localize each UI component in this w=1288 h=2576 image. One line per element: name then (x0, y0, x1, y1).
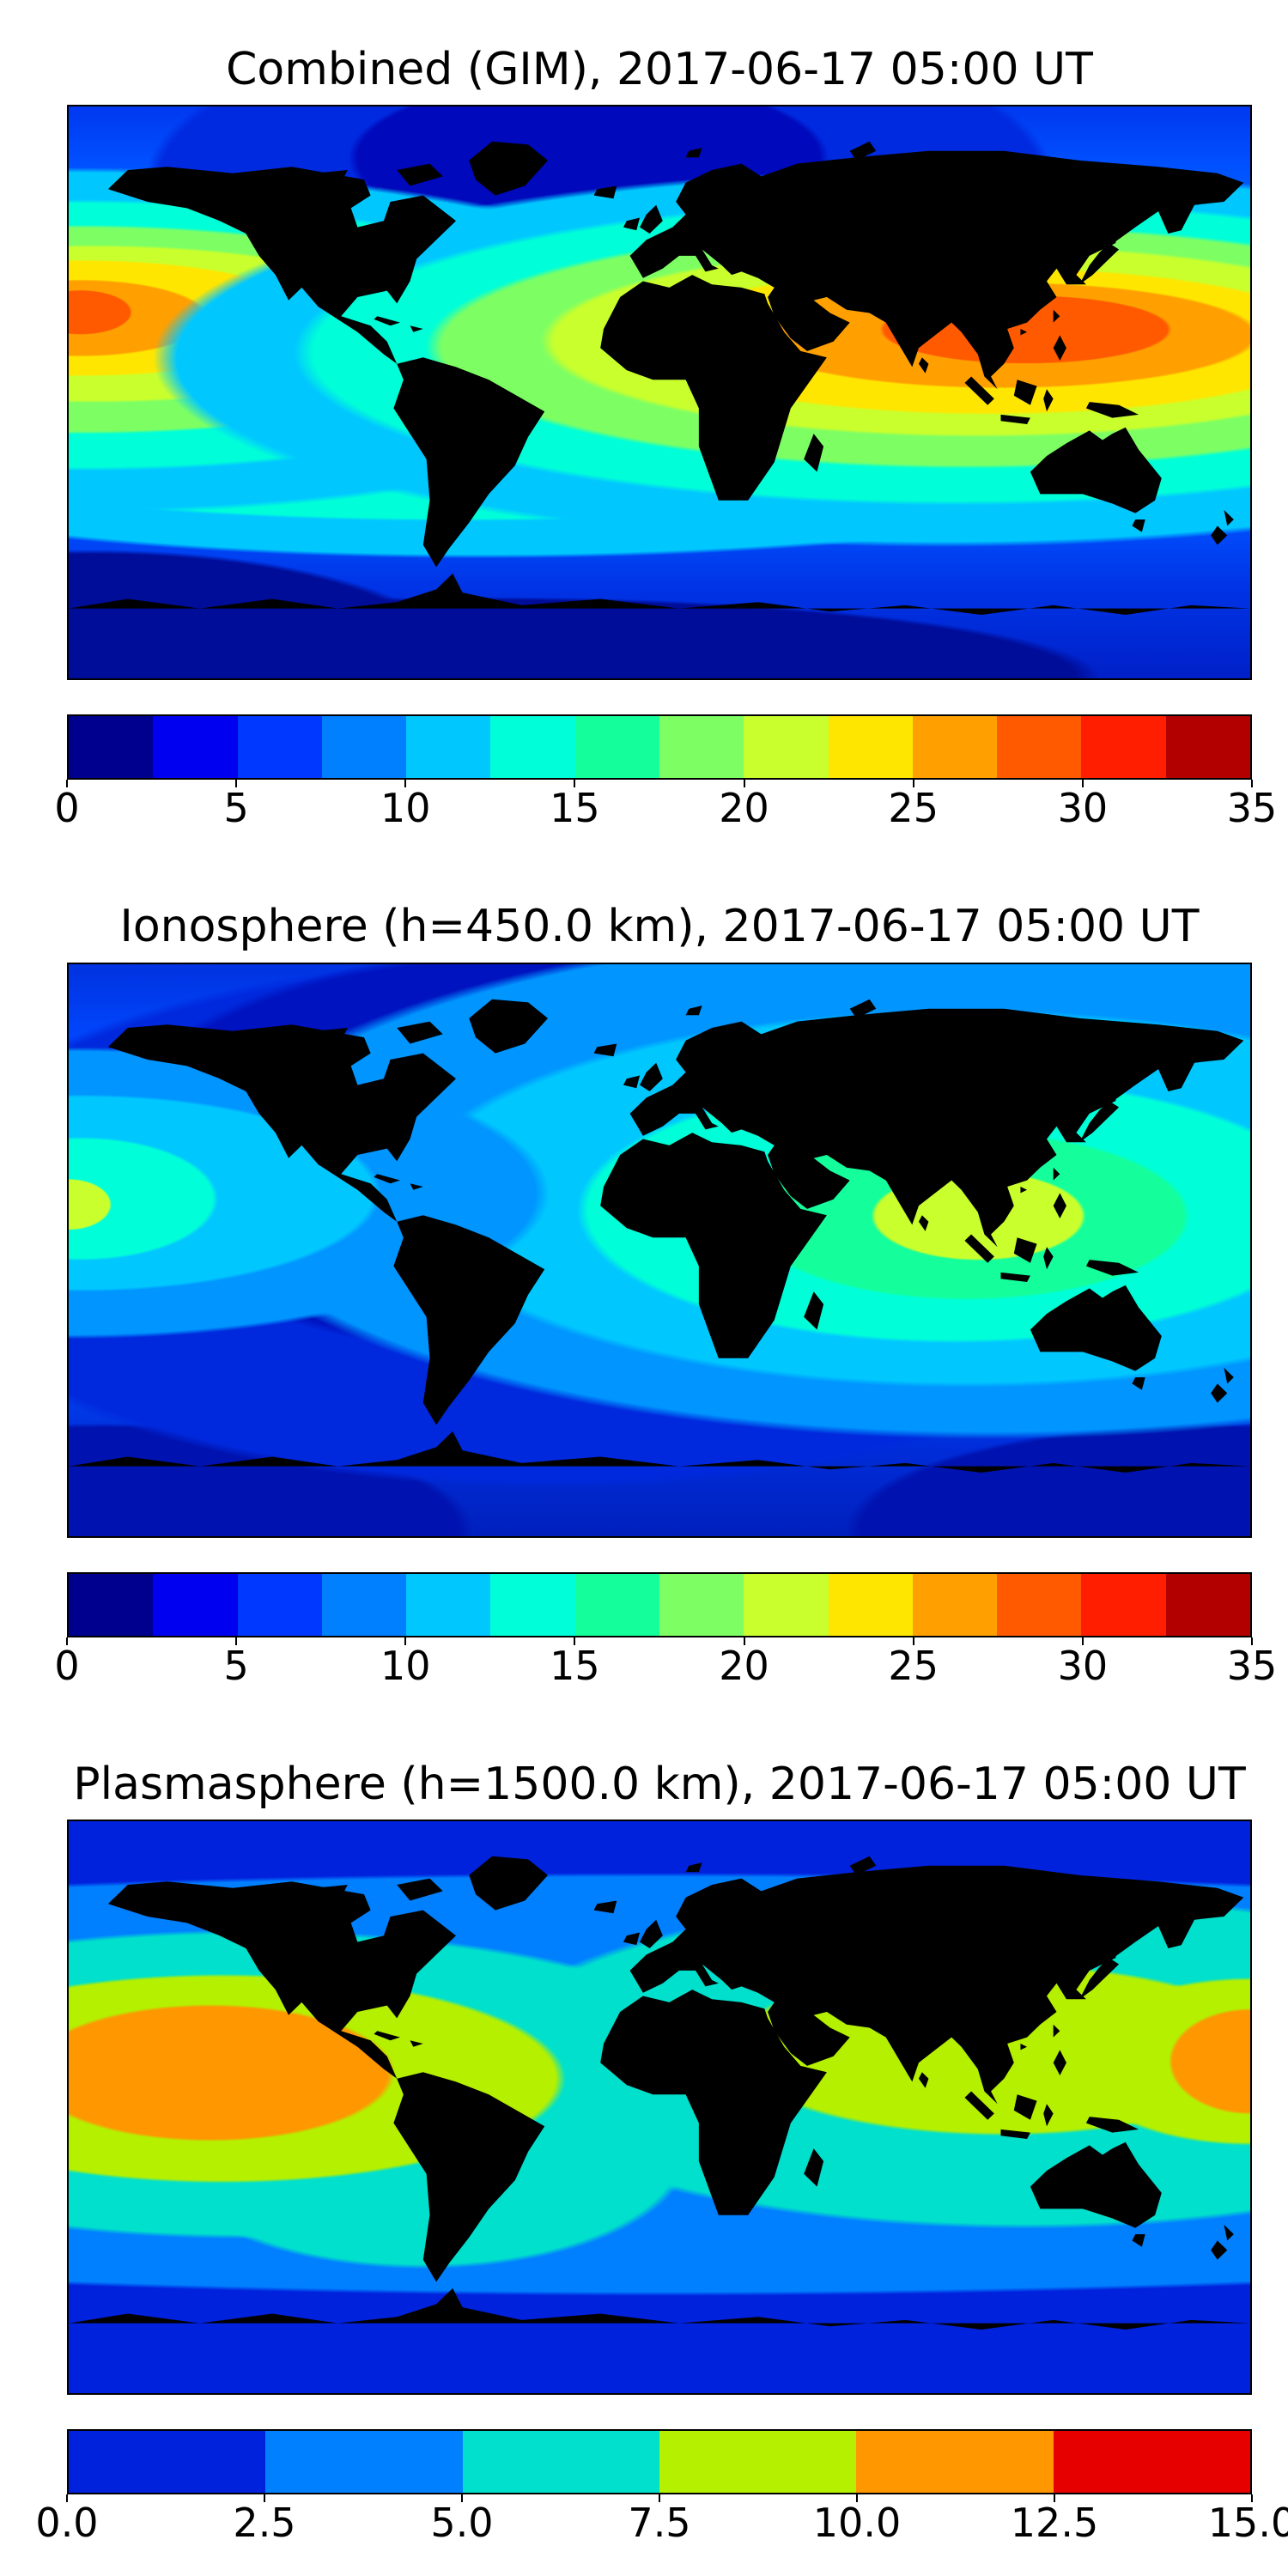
colorbar-segment (659, 1573, 744, 1636)
colorbar-tick-label: 5.0 (430, 2500, 494, 2547)
colorbar-tickmark (235, 780, 238, 788)
colorbar-segment (997, 1573, 1082, 1636)
colorbar-tickmark (912, 780, 914, 788)
colorbar-segment (574, 716, 659, 779)
colorbar-segment (1165, 1573, 1250, 1636)
map-combined (67, 105, 1252, 681)
panel-plasmasphere: Plasmasphere (h=1500.0 km), 2017-06-17 0… (0, 1698, 1288, 2555)
colorbar-segment (856, 2431, 1054, 2494)
colorbar-segment (237, 1573, 322, 1636)
colorbar-tick-label: 2.5 (233, 2500, 296, 2547)
colorbar-tick-label: 30 (1057, 1642, 1109, 1689)
colorbar-segment (237, 716, 322, 779)
map-plasmasphere (67, 1820, 1252, 2396)
colorbar-segment (744, 716, 829, 779)
colorbar-tick-label: 35 (1226, 785, 1278, 832)
colorbar-segment (997, 716, 1082, 779)
colorbar-segment (574, 1573, 659, 1636)
colorbar-segment (659, 2431, 857, 2494)
colorbar-segment (69, 1573, 154, 1636)
colorbar-tickmark (1081, 1637, 1084, 1645)
colorbar-tickmark (66, 780, 68, 788)
colorbar-ticks-combined: 0 5 10 15 20 25 30 35 (54, 780, 1277, 840)
colorbar-segment (828, 716, 913, 779)
colorbar-tickmark (1054, 2494, 1055, 2503)
colorbar-tickmark (1081, 780, 1084, 788)
colorbar-segment (659, 716, 744, 779)
colorbar-segment (69, 716, 154, 779)
colorbar-segment (153, 716, 238, 779)
colorbar-tick-label: 0 (54, 1642, 80, 1689)
colorbar-tick-label: 10 (380, 785, 431, 832)
colorbar-tick-label: 15 (550, 1642, 600, 1689)
colorbar-tick-label: 15 (550, 785, 600, 832)
colorbar-tick-label: 5 (223, 785, 249, 832)
colorbar-segment (1081, 716, 1166, 779)
colorbar-tickmark (461, 2494, 463, 2503)
panel-combined: Combined (GIM), 2017-06-17 05:00 UT 0 5 10… (0, 0, 1288, 840)
panel-title-combined: Combined (GIM), 2017-06-17 05:00 UT (226, 44, 1093, 95)
world-coastlines-overlay (69, 999, 1250, 1473)
colorbar-tickmark (1251, 1637, 1253, 1645)
colorbar-tickmark (1251, 2494, 1253, 2503)
panel-title-plasmasphere: Plasmasphere (h=1500.0 km), 2017-06-17 0… (73, 1758, 1246, 1810)
colorbar-tickmark (66, 2494, 68, 2503)
colorbar-ticks-ionosphere: 0 5 10 15 20 25 30 35 (54, 1637, 1277, 1698)
colorbar-segment (1053, 2431, 1250, 2494)
colorbar-tick-label: 35 (1226, 1642, 1278, 1689)
colorbar-tick-label: 5 (223, 1642, 249, 1689)
colorbar-tick-label: 25 (888, 785, 939, 832)
colorbar-segment (1165, 716, 1250, 779)
colorbar-tickmark (912, 1637, 914, 1645)
colorbar-segment (69, 2431, 266, 2494)
colorbar-segment (912, 716, 998, 779)
colorbar-tickmark (574, 780, 576, 788)
colorbar-tick-label: 0.0 (35, 2500, 99, 2547)
colorbar-tick-label: 7.5 (628, 2500, 691, 2547)
colorbar-tickmark (404, 1637, 407, 1645)
colorbar-plasmasphere (67, 2429, 1252, 2495)
colorbar-tickmark (743, 1637, 745, 1645)
colorbar-segment (490, 716, 575, 779)
colorbar-segment (321, 716, 407, 779)
colorbar-tickmark (659, 2494, 660, 2503)
panel-title-ionosphere: Ionosphere (h=450.0 km), 2017-06-17 05:0… (119, 901, 1200, 953)
colorbar-segment (912, 1573, 998, 1636)
colorbar-tick-label: 25 (888, 1642, 939, 1689)
colorbar-tick-label: 30 (1057, 785, 1109, 832)
colorbar-segment (406, 716, 491, 779)
colorbar-tickmark (574, 1637, 576, 1645)
colorbar-tickmark (743, 780, 745, 788)
colorbar-segment (1081, 1573, 1166, 1636)
map-ionosphere (67, 962, 1252, 1538)
colorbar-ionosphere (67, 1571, 1252, 1637)
colorbar-tickmark (404, 780, 407, 788)
world-coastlines-overlay (69, 142, 1250, 616)
colorbar-segment (828, 1573, 913, 1636)
colorbar-segment (462, 2431, 659, 2494)
colorbar-ticks-plasmasphere: 0.0 2.5 5.0 7.5 10.0 12.5 15.0 (35, 2494, 1288, 2555)
colorbar-tick-label: 20 (719, 1642, 769, 1689)
colorbar-segment (265, 2431, 463, 2494)
colorbar-segment (153, 1573, 238, 1636)
world-coastlines-overlay (69, 1856, 1250, 2330)
colorbar-tick-label: 15.0 (1207, 2500, 1288, 2547)
colorbar-tick-label: 12.5 (1010, 2500, 1099, 2547)
colorbar-tick-label: 20 (719, 785, 769, 832)
colorbar-tick-label: 10 (380, 1642, 431, 1689)
colorbar-segment (321, 1573, 407, 1636)
panel-ionosphere: Ionosphere (h=450.0 km), 2017-06-17 05:0… (0, 840, 1288, 1697)
colorbar-tickmark (1251, 780, 1253, 788)
colorbar-tick-label: 10.0 (812, 2500, 902, 2547)
colorbar-segment (490, 1573, 575, 1636)
colorbar-segment (406, 1573, 491, 1636)
colorbar-tickmark (66, 1637, 68, 1645)
colorbar-combined (67, 714, 1252, 781)
colorbar-tickmark (264, 2494, 265, 2503)
colorbar-tickmark (856, 2494, 858, 2503)
colorbar-segment (744, 1573, 829, 1636)
colorbar-tickmark (235, 1637, 238, 1645)
colorbar-tick-label: 0 (54, 785, 80, 832)
